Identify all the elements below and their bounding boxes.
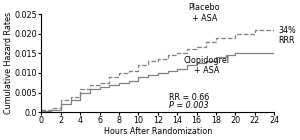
Text: 34%
RRR: 34% RRR <box>278 26 296 45</box>
Y-axis label: Cumulative Hazard Rates: Cumulative Hazard Rates <box>4 12 13 114</box>
Text: P = 0.003: P = 0.003 <box>169 101 209 110</box>
Text: Placebo
+ ASA: Placebo + ASA <box>189 3 220 23</box>
X-axis label: Hours After Randomization: Hours After Randomization <box>104 127 212 136</box>
Text: Clopidogrel
+ ASA: Clopidogrel + ASA <box>183 56 229 75</box>
Text: RR = 0.66: RR = 0.66 <box>169 94 210 102</box>
